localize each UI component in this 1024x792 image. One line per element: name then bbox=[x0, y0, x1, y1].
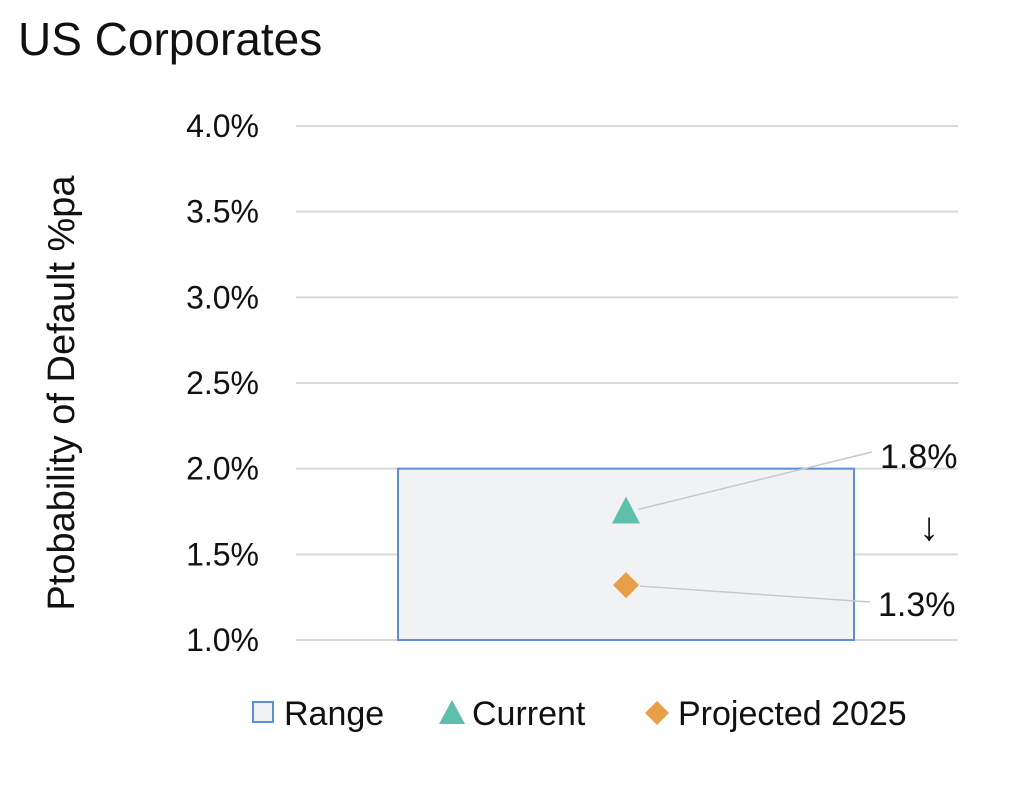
down-arrow-icon: ↓ bbox=[919, 505, 939, 549]
y-tick-label: 4.0% bbox=[186, 108, 259, 144]
current-leader-line bbox=[637, 451, 873, 511]
y-tick-label: 1.5% bbox=[186, 536, 259, 572]
leader-lines bbox=[637, 451, 873, 603]
legend-current-label: Current bbox=[472, 695, 586, 733]
legend-projected-diamond-icon bbox=[645, 701, 669, 725]
legend-range-swatch bbox=[252, 701, 274, 723]
y-tick-label: 2.0% bbox=[186, 451, 259, 487]
current-data-label: 1.8% bbox=[880, 438, 958, 476]
y-tick-label: 1.0% bbox=[186, 622, 259, 658]
y-axis-ticks: 1.0% 1.5% 2.0% 2.5% 3.0% 3.5% 4.0% bbox=[186, 108, 259, 658]
legend-projected-label: Projected 2025 bbox=[678, 695, 907, 733]
y-axis-label: Ptobability of Default %pa bbox=[41, 175, 83, 611]
legend-range-label: Range bbox=[284, 695, 384, 733]
current-marker-triangle bbox=[612, 496, 640, 524]
y-tick-label: 3.0% bbox=[186, 279, 259, 315]
range-box bbox=[397, 467, 855, 641]
legend-current-triangle-icon bbox=[439, 700, 465, 724]
projected-leader-line bbox=[639, 585, 871, 603]
y-tick-label: 2.5% bbox=[186, 365, 259, 401]
chart-title: US Corporates bbox=[18, 13, 323, 65]
y-tick-label: 3.5% bbox=[186, 194, 259, 230]
projected-2025-data-label: 1.3% bbox=[878, 586, 956, 624]
projected-2025-marker-diamond bbox=[613, 572, 639, 599]
legend: Range Current Projected 2025 bbox=[252, 695, 907, 733]
